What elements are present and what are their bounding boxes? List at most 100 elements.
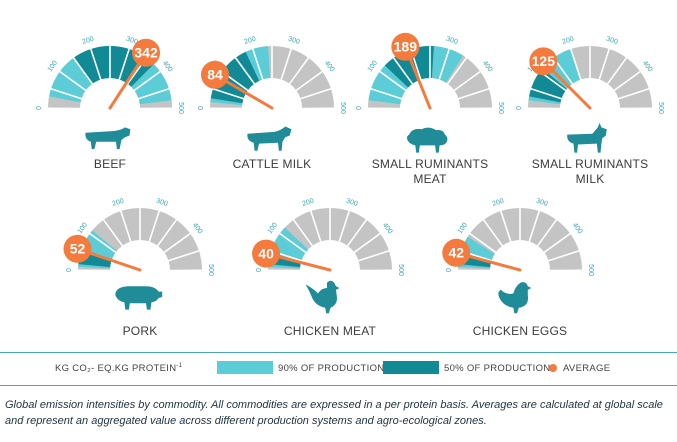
gauge-segment xyxy=(164,233,199,261)
gauge-chicken-eggs: 0 100 200 300 400 500 42 CHICKEN EGGS xyxy=(442,198,594,338)
gauge-segment xyxy=(548,251,582,270)
commodity-label: SMALL RUMINANTS xyxy=(372,157,489,171)
segment-divider xyxy=(156,218,178,248)
segment-divider xyxy=(299,87,333,100)
commodity-label: CHICKEN EGGS xyxy=(473,324,567,338)
segment-divider xyxy=(542,232,572,254)
tick-label: 0 xyxy=(198,106,205,110)
average-value: 40 xyxy=(258,245,274,261)
average-value: 342 xyxy=(134,44,158,60)
tick-label: 500 xyxy=(397,264,404,276)
segment-divider xyxy=(102,218,124,248)
tick-label: 0 xyxy=(446,268,453,272)
gauge-segment xyxy=(544,233,579,261)
tick-label: 400 xyxy=(641,60,654,74)
average-marker xyxy=(391,32,420,61)
tick-label: 100 xyxy=(77,222,90,236)
average-marker xyxy=(529,47,558,76)
gauge-segment xyxy=(454,71,489,99)
segment-divider xyxy=(606,56,628,86)
segment-divider xyxy=(446,56,468,86)
segment-divider xyxy=(167,249,201,262)
segment-divider xyxy=(211,87,245,100)
cow-icon xyxy=(85,127,131,149)
tick-label: 100 xyxy=(367,60,380,74)
gauge-segment xyxy=(157,220,190,253)
average-needle xyxy=(108,57,144,110)
legend-swatch-p50 xyxy=(383,361,439,374)
segment-divider xyxy=(457,87,491,100)
gauge-segment xyxy=(149,211,177,246)
segment-divider xyxy=(617,87,651,100)
tick-label: 200 xyxy=(244,36,257,46)
tick-label: 200 xyxy=(302,198,315,208)
dairy-cow-icon xyxy=(247,126,292,151)
gauge-segment xyxy=(537,220,570,253)
gauge-segment xyxy=(339,211,367,246)
tick-label: 200 xyxy=(492,198,505,208)
segment-divider xyxy=(338,209,351,243)
gauge-segment xyxy=(90,220,123,253)
segment-divider xyxy=(569,47,582,81)
goat-icon-shape xyxy=(567,122,607,153)
average-value: 52 xyxy=(70,241,86,257)
tick-label: 400 xyxy=(481,60,494,74)
tick-label: 500 xyxy=(177,102,184,114)
segment-divider xyxy=(118,47,131,81)
gauge-segment xyxy=(470,220,503,253)
legend-unit: KG CO₂- EQ.KG PROTEIN-1 xyxy=(55,363,183,375)
average-marker xyxy=(442,238,471,267)
tick-label: 300 xyxy=(605,36,618,46)
commodity-label: PORK xyxy=(123,324,158,338)
gauge-segment xyxy=(447,58,480,91)
legend-label-p90: 90% OF PRODUCTION xyxy=(278,363,385,374)
tick-label: 0 xyxy=(516,106,523,110)
segment-divider xyxy=(119,209,132,243)
gauge-segment xyxy=(571,46,590,80)
segment-divider xyxy=(309,209,322,243)
gauge-segment xyxy=(590,46,609,80)
tick-label: 500 xyxy=(207,264,214,276)
average-value: 125 xyxy=(532,53,556,69)
segment-divider xyxy=(72,56,94,86)
segment-divider xyxy=(612,70,642,92)
tick-label: 300 xyxy=(445,36,458,46)
hen-icon xyxy=(498,282,532,314)
tick-label: 200 xyxy=(562,36,575,46)
legend-dot-average xyxy=(549,364,557,372)
segment-divider xyxy=(88,232,118,254)
legend-label-average: AVERAGE xyxy=(563,363,611,374)
tick-label: 0 xyxy=(66,268,73,272)
gauge-segment xyxy=(607,58,640,91)
tick-label: 200 xyxy=(112,198,125,208)
gauge-segment xyxy=(483,211,511,246)
gauge-segment xyxy=(458,89,492,108)
gauge-segment xyxy=(614,71,649,99)
tick-label: 500 xyxy=(657,102,664,114)
segment-divider xyxy=(482,218,504,248)
segment-divider xyxy=(369,87,403,100)
gauge-segment xyxy=(103,211,131,246)
average-marker xyxy=(63,234,92,263)
average-value: 189 xyxy=(394,38,418,54)
segment-divider xyxy=(251,47,264,81)
segment-divider xyxy=(547,249,581,262)
gauge-segment xyxy=(281,49,309,84)
tick-label: 100 xyxy=(47,60,60,74)
tick-label: 200 xyxy=(82,36,95,46)
tick-label: 300 xyxy=(125,36,138,46)
segment-divider xyxy=(357,249,391,262)
pig-icon-shape xyxy=(115,286,163,310)
segment-divider xyxy=(292,218,314,248)
legend-swatch-p90 xyxy=(217,361,273,374)
rooster-icon-shape xyxy=(305,280,340,314)
tick-label: 500 xyxy=(587,264,594,276)
segment-divider xyxy=(280,47,293,81)
average-needle xyxy=(272,254,332,272)
gauge-segment xyxy=(358,251,392,270)
rooster-icon xyxy=(305,280,340,314)
figure-caption: Global emission intensities by commodity… xyxy=(5,398,673,429)
segment-divider xyxy=(49,87,83,100)
gauge-segment xyxy=(618,89,652,108)
average-value: 42 xyxy=(448,244,464,260)
